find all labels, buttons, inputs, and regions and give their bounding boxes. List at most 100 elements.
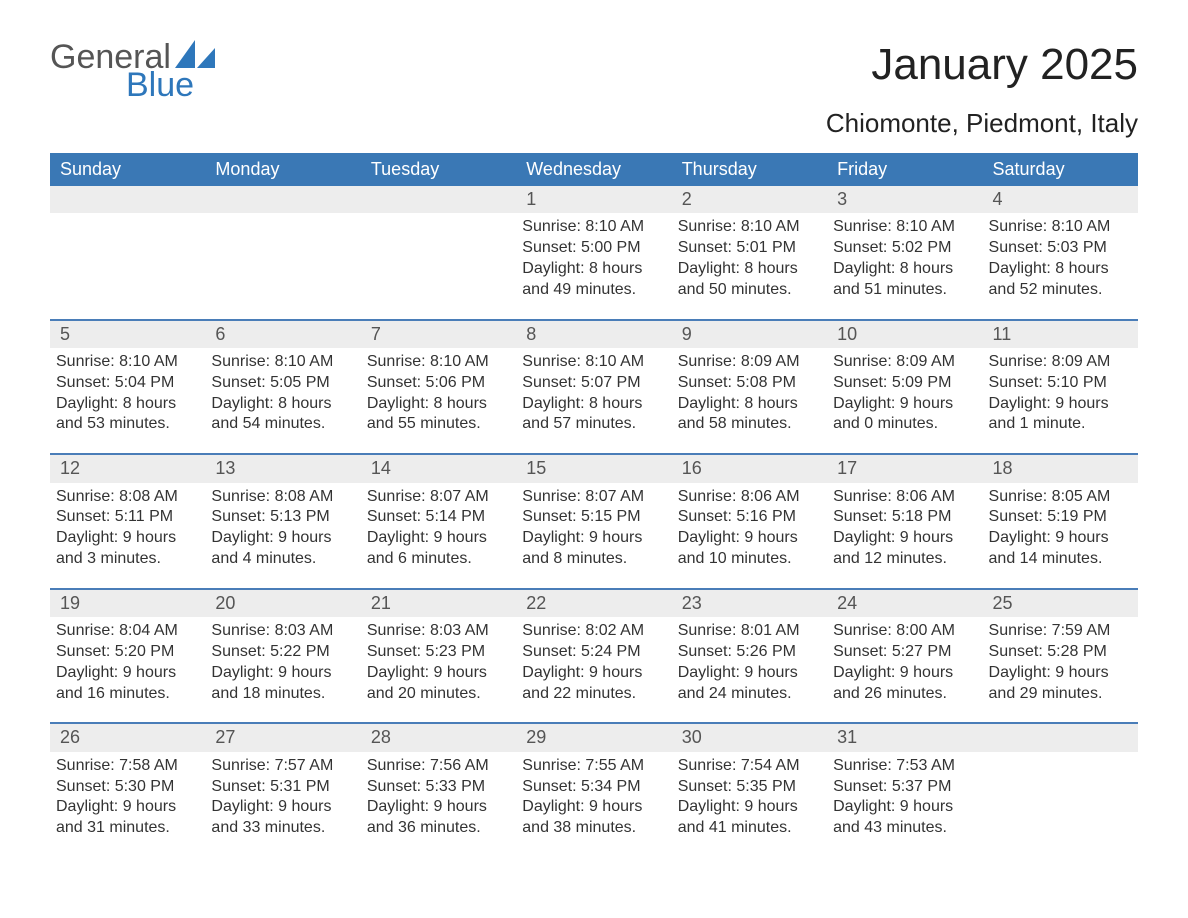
day-cell: 27Sunrise: 7:57 AMSunset: 5:31 PMDayligh… xyxy=(205,724,360,857)
daylight-line2: and 3 minutes. xyxy=(56,549,199,570)
sunset-text: Sunset: 5:18 PM xyxy=(833,507,976,528)
sunrise-text: Sunrise: 8:07 AM xyxy=(522,487,665,508)
title-block: January 2025 Chiomonte, Piedmont, Italy xyxy=(826,40,1138,139)
daylight-line2: and 36 minutes. xyxy=(367,818,510,839)
day-cell: 2Sunrise: 8:10 AMSunset: 5:01 PMDaylight… xyxy=(672,186,827,320)
sunset-text: Sunset: 5:26 PM xyxy=(678,642,821,663)
sunrise-text: Sunrise: 7:59 AM xyxy=(989,621,1132,642)
daylight-line1: Daylight: 9 hours xyxy=(989,528,1132,549)
daylight-line2: and 6 minutes. xyxy=(367,549,510,570)
daylight-line1: Daylight: 9 hours xyxy=(833,663,976,684)
weekday-header: Saturday xyxy=(983,153,1138,186)
sunset-text: Sunset: 5:35 PM xyxy=(678,777,821,798)
day-cell: 29Sunrise: 7:55 AMSunset: 5:34 PMDayligh… xyxy=(516,724,671,857)
day-number: 4 xyxy=(983,186,1138,213)
day-cell xyxy=(205,186,360,320)
day-number: 31 xyxy=(827,724,982,751)
sunset-text: Sunset: 5:33 PM xyxy=(367,777,510,798)
sunrise-text: Sunrise: 7:57 AM xyxy=(211,756,354,777)
sunrise-text: Sunrise: 8:09 AM xyxy=(833,352,976,373)
daylight-line1: Daylight: 9 hours xyxy=(56,797,199,818)
daylight-line1: Daylight: 8 hours xyxy=(989,259,1132,280)
day-cell: 18Sunrise: 8:05 AMSunset: 5:19 PMDayligh… xyxy=(983,455,1138,589)
sunrise-text: Sunrise: 7:54 AM xyxy=(678,756,821,777)
sunrise-text: Sunrise: 8:10 AM xyxy=(522,352,665,373)
daylight-line1: Daylight: 8 hours xyxy=(678,394,821,415)
day-cell: 4Sunrise: 8:10 AMSunset: 5:03 PMDaylight… xyxy=(983,186,1138,320)
brand-word2: Blue xyxy=(126,68,215,102)
brand-logo: General Blue xyxy=(50,40,215,102)
day-cell: 13Sunrise: 8:08 AMSunset: 5:13 PMDayligh… xyxy=(205,455,360,589)
sunset-text: Sunset: 5:16 PM xyxy=(678,507,821,528)
daylight-line2: and 57 minutes. xyxy=(522,414,665,435)
sunset-text: Sunset: 5:24 PM xyxy=(522,642,665,663)
sunrise-text: Sunrise: 8:01 AM xyxy=(678,621,821,642)
sunrise-text: Sunrise: 8:07 AM xyxy=(367,487,510,508)
day-cell: 21Sunrise: 8:03 AMSunset: 5:23 PMDayligh… xyxy=(361,590,516,724)
daylight-line2: and 14 minutes. xyxy=(989,549,1132,570)
daylight-line1: Daylight: 9 hours xyxy=(367,528,510,549)
daylight-line1: Daylight: 9 hours xyxy=(678,663,821,684)
sunset-text: Sunset: 5:30 PM xyxy=(56,777,199,798)
daylight-line2: and 18 minutes. xyxy=(211,684,354,705)
daylight-line1: Daylight: 9 hours xyxy=(367,663,510,684)
daylight-line1: Daylight: 9 hours xyxy=(56,663,199,684)
sunset-text: Sunset: 5:20 PM xyxy=(56,642,199,663)
day-cell: 5Sunrise: 8:10 AMSunset: 5:04 PMDaylight… xyxy=(50,321,205,455)
day-cell: 30Sunrise: 7:54 AMSunset: 5:35 PMDayligh… xyxy=(672,724,827,857)
daylight-line1: Daylight: 9 hours xyxy=(367,797,510,818)
sunset-text: Sunset: 5:19 PM xyxy=(989,507,1132,528)
day-number: 26 xyxy=(50,724,205,751)
day-cell: 6Sunrise: 8:10 AMSunset: 5:05 PMDaylight… xyxy=(205,321,360,455)
daylight-line2: and 53 minutes. xyxy=(56,414,199,435)
daylight-line1: Daylight: 8 hours xyxy=(211,394,354,415)
day-cell: 24Sunrise: 8:00 AMSunset: 5:27 PMDayligh… xyxy=(827,590,982,724)
day-cell: 10Sunrise: 8:09 AMSunset: 5:09 PMDayligh… xyxy=(827,321,982,455)
daylight-line2: and 4 minutes. xyxy=(211,549,354,570)
day-number: 8 xyxy=(516,321,671,348)
day-number: 27 xyxy=(205,724,360,751)
sunrise-text: Sunrise: 8:03 AM xyxy=(211,621,354,642)
page: General Blue January 2025 Chiomonte, Pie… xyxy=(0,0,1188,918)
day-cell: 12Sunrise: 8:08 AMSunset: 5:11 PMDayligh… xyxy=(50,455,205,589)
day-number: 6 xyxy=(205,321,360,348)
sunset-text: Sunset: 5:07 PM xyxy=(522,373,665,394)
day-number: 9 xyxy=(672,321,827,348)
sunrise-text: Sunrise: 8:09 AM xyxy=(989,352,1132,373)
weekday-header: Sunday xyxy=(50,153,205,186)
day-number: 18 xyxy=(983,455,1138,482)
sunrise-text: Sunrise: 8:08 AM xyxy=(56,487,199,508)
day-cell: 17Sunrise: 8:06 AMSunset: 5:18 PMDayligh… xyxy=(827,455,982,589)
day-number: 21 xyxy=(361,590,516,617)
month-title: January 2025 xyxy=(826,40,1138,90)
daylight-line2: and 24 minutes. xyxy=(678,684,821,705)
day-number: 24 xyxy=(827,590,982,617)
daylight-line1: Daylight: 9 hours xyxy=(989,394,1132,415)
daylight-line2: and 31 minutes. xyxy=(56,818,199,839)
day-number: 25 xyxy=(983,590,1138,617)
daylight-line1: Daylight: 9 hours xyxy=(522,797,665,818)
day-number: 23 xyxy=(672,590,827,617)
day-cell: 14Sunrise: 8:07 AMSunset: 5:14 PMDayligh… xyxy=(361,455,516,589)
daylight-line2: and 8 minutes. xyxy=(522,549,665,570)
weekday-header: Friday xyxy=(827,153,982,186)
sunrise-text: Sunrise: 8:10 AM xyxy=(833,217,976,238)
daylight-line2: and 38 minutes. xyxy=(522,818,665,839)
sunset-text: Sunset: 5:10 PM xyxy=(989,373,1132,394)
day-number: 3 xyxy=(827,186,982,213)
day-number: 14 xyxy=(361,455,516,482)
daylight-line2: and 10 minutes. xyxy=(678,549,821,570)
day-number xyxy=(361,186,516,213)
daylight-line1: Daylight: 9 hours xyxy=(522,663,665,684)
day-number xyxy=(983,724,1138,751)
daylight-line2: and 58 minutes. xyxy=(678,414,821,435)
daylight-line1: Daylight: 9 hours xyxy=(833,528,976,549)
daylight-line2: and 50 minutes. xyxy=(678,280,821,301)
sunrise-text: Sunrise: 8:02 AM xyxy=(522,621,665,642)
daylight-line1: Daylight: 8 hours xyxy=(522,394,665,415)
day-number: 12 xyxy=(50,455,205,482)
daylight-line2: and 49 minutes. xyxy=(522,280,665,301)
weekday-header-row: Sunday Monday Tuesday Wednesday Thursday… xyxy=(50,153,1138,186)
weekday-header: Tuesday xyxy=(361,153,516,186)
day-cell: 16Sunrise: 8:06 AMSunset: 5:16 PMDayligh… xyxy=(672,455,827,589)
